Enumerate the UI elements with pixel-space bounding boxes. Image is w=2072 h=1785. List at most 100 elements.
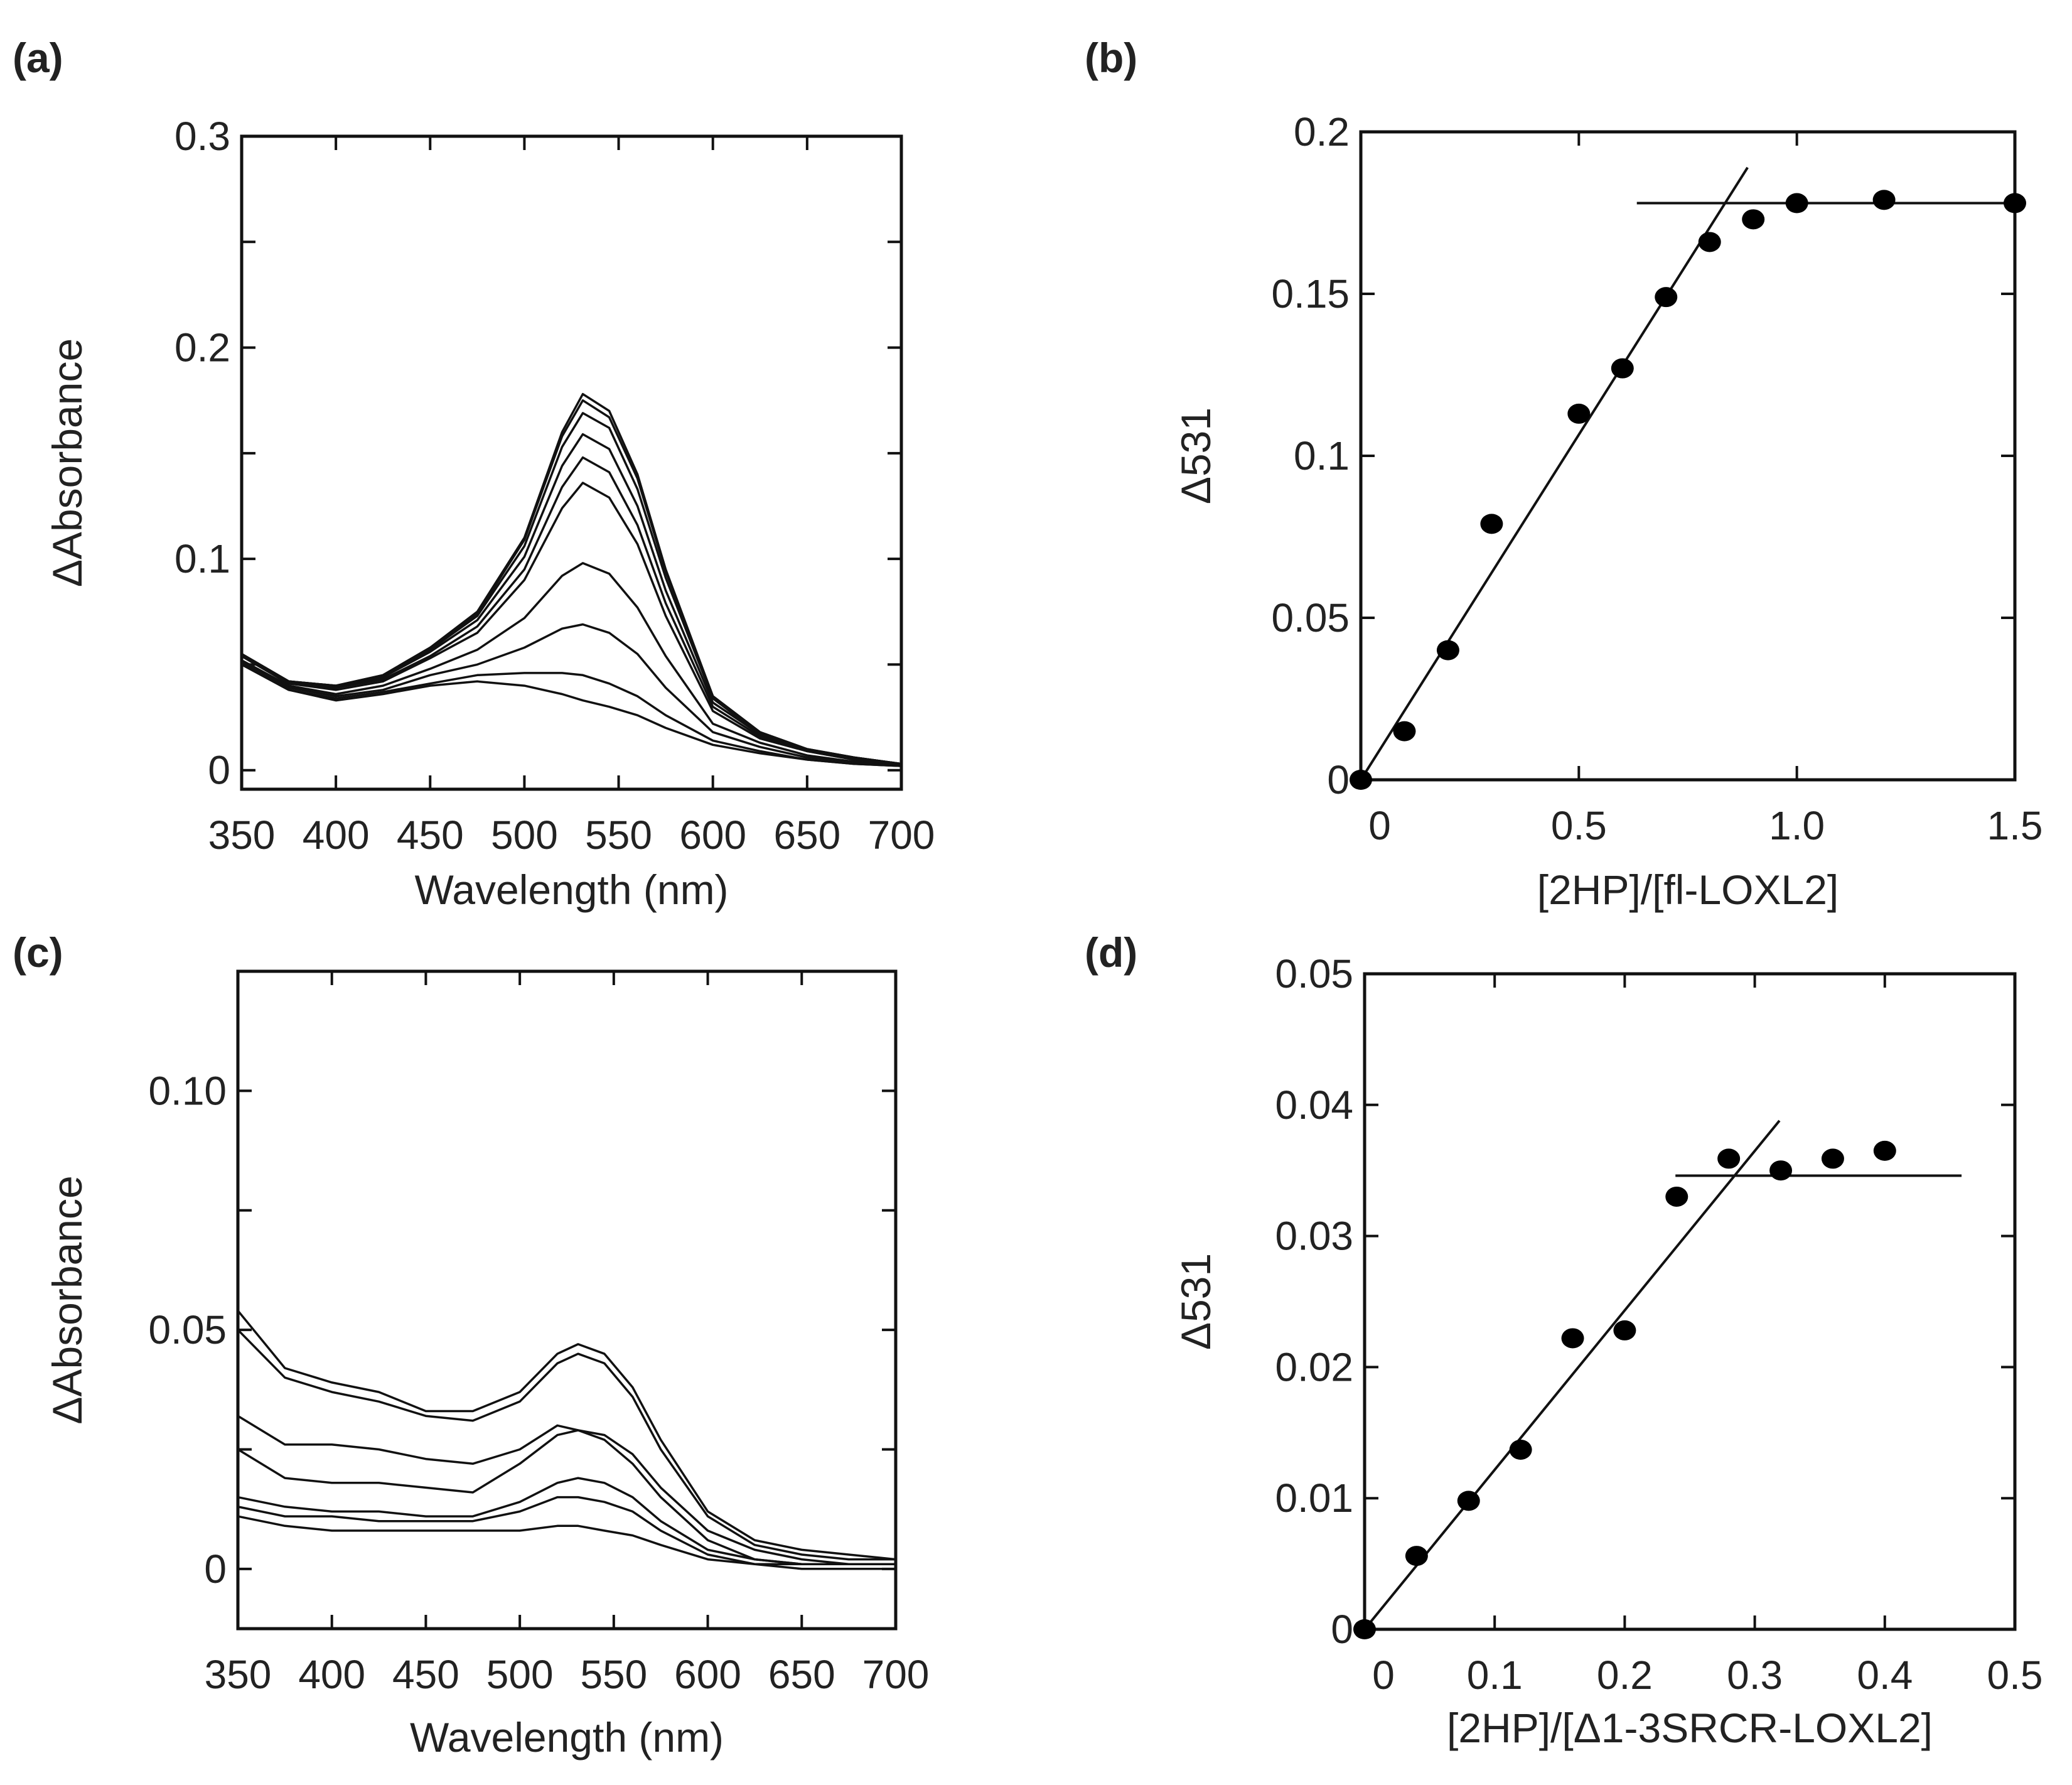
y-tick-label: 0.04 bbox=[1275, 1082, 1353, 1128]
y-tick-label: 0.03 bbox=[1275, 1214, 1353, 1259]
data-point bbox=[1769, 1160, 1793, 1181]
panel-b: (b) 0 0.5 1.0 1.5 0 0.05 0.1 0.15 0.2 [2HP]/[fl-LO… bbox=[1085, 35, 2042, 913]
y-tick-label: 0.10 bbox=[148, 1068, 227, 1113]
y-tick-label: 0.1 bbox=[1294, 433, 1350, 478]
x-tick-label: 650 bbox=[773, 812, 840, 858]
x-tick-label: 600 bbox=[674, 1652, 741, 1697]
x-tick-label: 400 bbox=[298, 1652, 365, 1697]
data-point bbox=[1567, 403, 1591, 424]
data-point bbox=[2004, 193, 2026, 213]
plot-frame bbox=[1363, 972, 2017, 1631]
x-tick-label: 0.2 bbox=[1597, 1653, 1653, 1698]
plot-frame bbox=[240, 134, 903, 791]
data-point bbox=[1698, 232, 1721, 252]
data-point bbox=[1436, 640, 1459, 661]
spectrum-line-3 bbox=[238, 1415, 896, 1565]
fit-line-1 bbox=[1360, 166, 1749, 781]
data-point bbox=[1821, 1148, 1844, 1169]
y-tick-label: 0 bbox=[1327, 757, 1350, 802]
data-point bbox=[1785, 193, 1808, 213]
y-tick-label: 0.3 bbox=[174, 114, 230, 159]
x-tick-label: 0.1 bbox=[1467, 1653, 1523, 1698]
y-tick-label: 0.05 bbox=[1275, 951, 1353, 996]
y-tick-label: 0.1 bbox=[174, 536, 230, 581]
spectrum-line-4 bbox=[242, 433, 901, 765]
y-tick-label: 0.05 bbox=[1271, 595, 1350, 640]
y-tick-label: 0 bbox=[204, 1546, 227, 1592]
spectrum-line-10 bbox=[242, 663, 901, 767]
x-tick-label: 0.4 bbox=[1857, 1653, 1913, 1698]
x-tick-label: 0.5 bbox=[1551, 803, 1607, 848]
y-tick-label: 0.05 bbox=[148, 1307, 227, 1352]
panel-c: (c) 350 400 450 500 550 600 650 700 0 0.05 0.10 Wave… bbox=[13, 929, 929, 1761]
x-tick-label: 700 bbox=[868, 812, 935, 858]
x-tick-label: 500 bbox=[491, 812, 558, 858]
x-tick-label: 0.5 bbox=[1987, 1653, 2043, 1698]
data-point bbox=[1872, 190, 1896, 210]
data-point bbox=[1509, 1439, 1532, 1460]
x-tick-label: 550 bbox=[585, 812, 652, 858]
data-point bbox=[1480, 514, 1503, 534]
x-axis-label: [2HP]/[Δ1-3SRCR-LOXL2] bbox=[1447, 1705, 1933, 1751]
fit-line-1 bbox=[1363, 1119, 1781, 1631]
y-tick-label: 0 bbox=[1331, 1607, 1353, 1652]
y-tick-label: 0.02 bbox=[1275, 1344, 1353, 1389]
panel-label: (a) bbox=[13, 35, 63, 81]
x-axis-label: [2HP]/[fl-LOXL2] bbox=[1537, 866, 1839, 913]
plot-frame bbox=[236, 969, 898, 1631]
data-point bbox=[1655, 287, 1678, 308]
x-axis-label: Wavelength (nm) bbox=[410, 1714, 724, 1761]
spectrum-line-3 bbox=[242, 412, 901, 765]
plot-frame bbox=[1359, 130, 2017, 782]
y-tick-label: 0.01 bbox=[1275, 1475, 1353, 1521]
x-tick-label: 700 bbox=[862, 1652, 930, 1697]
data-point bbox=[1561, 1328, 1584, 1349]
x-tick-label: 400 bbox=[303, 812, 370, 858]
x-tick-label: 1.5 bbox=[1987, 803, 2043, 848]
x-tick-label: 1.0 bbox=[1769, 803, 1825, 848]
spectrum-line-5 bbox=[242, 456, 901, 765]
data-point bbox=[1873, 1140, 1896, 1161]
y-tick-label: 0.15 bbox=[1271, 271, 1350, 316]
spectrum-line-2 bbox=[238, 1329, 896, 1561]
x-tick-label: 550 bbox=[580, 1652, 647, 1697]
x-axis-label: Wavelength (nm) bbox=[414, 866, 728, 913]
spectrum-line-1 bbox=[238, 1310, 896, 1561]
x-tick-label: 650 bbox=[768, 1652, 835, 1697]
x-tick-label: 350 bbox=[205, 1652, 272, 1697]
y-axis-label: Δ531 bbox=[1173, 407, 1219, 504]
panel-label: (d) bbox=[1085, 929, 1137, 976]
data-point bbox=[1350, 770, 1372, 790]
x-tick-label: 0.3 bbox=[1727, 1653, 1783, 1698]
x-tick-label: 0 bbox=[1368, 803, 1391, 848]
x-tick-label: 450 bbox=[397, 812, 464, 858]
y-axis-label: Δ531 bbox=[1173, 1253, 1219, 1350]
data-point bbox=[1353, 1619, 1376, 1639]
data-point bbox=[1717, 1148, 1741, 1169]
spectrum-line-6 bbox=[238, 1496, 896, 1565]
spectrum-line-7 bbox=[242, 562, 901, 767]
y-tick-label: 0.2 bbox=[1294, 109, 1350, 154]
panel-label: (c) bbox=[13, 929, 63, 976]
y-axis-label: ΔAbsorbance bbox=[44, 1175, 90, 1424]
data-point bbox=[1665, 1186, 1688, 1207]
x-tick-label: 450 bbox=[392, 1652, 459, 1697]
x-tick-label: 600 bbox=[679, 812, 746, 858]
data-point bbox=[1611, 358, 1634, 379]
spectrum-line-9 bbox=[242, 663, 901, 767]
panel-label: (b) bbox=[1085, 35, 1137, 81]
x-tick-label: 0 bbox=[1372, 1653, 1395, 1698]
spectrum-line-6 bbox=[242, 482, 901, 765]
data-point bbox=[1742, 209, 1765, 230]
panel-d: (d) 0 0.1 0.2 0.3 0.4 0.5 0 0.01 0.02 0.03 0.04 0.05… bbox=[1085, 929, 2042, 1751]
x-tick-label: 350 bbox=[208, 812, 276, 858]
data-point bbox=[1457, 1491, 1480, 1511]
spectrum-line-7 bbox=[238, 1515, 896, 1570]
data-point bbox=[1393, 721, 1416, 742]
spectrum-line-8 bbox=[242, 623, 901, 767]
panel-a: (a) 350 400 450 500 550 600 650 700 0 0.1 0.2 0.3 Wav… bbox=[13, 35, 935, 913]
x-tick-label: 500 bbox=[486, 1652, 554, 1697]
y-tick-label: 0 bbox=[208, 748, 230, 793]
y-axis-label: ΔAbsorbance bbox=[44, 338, 90, 587]
